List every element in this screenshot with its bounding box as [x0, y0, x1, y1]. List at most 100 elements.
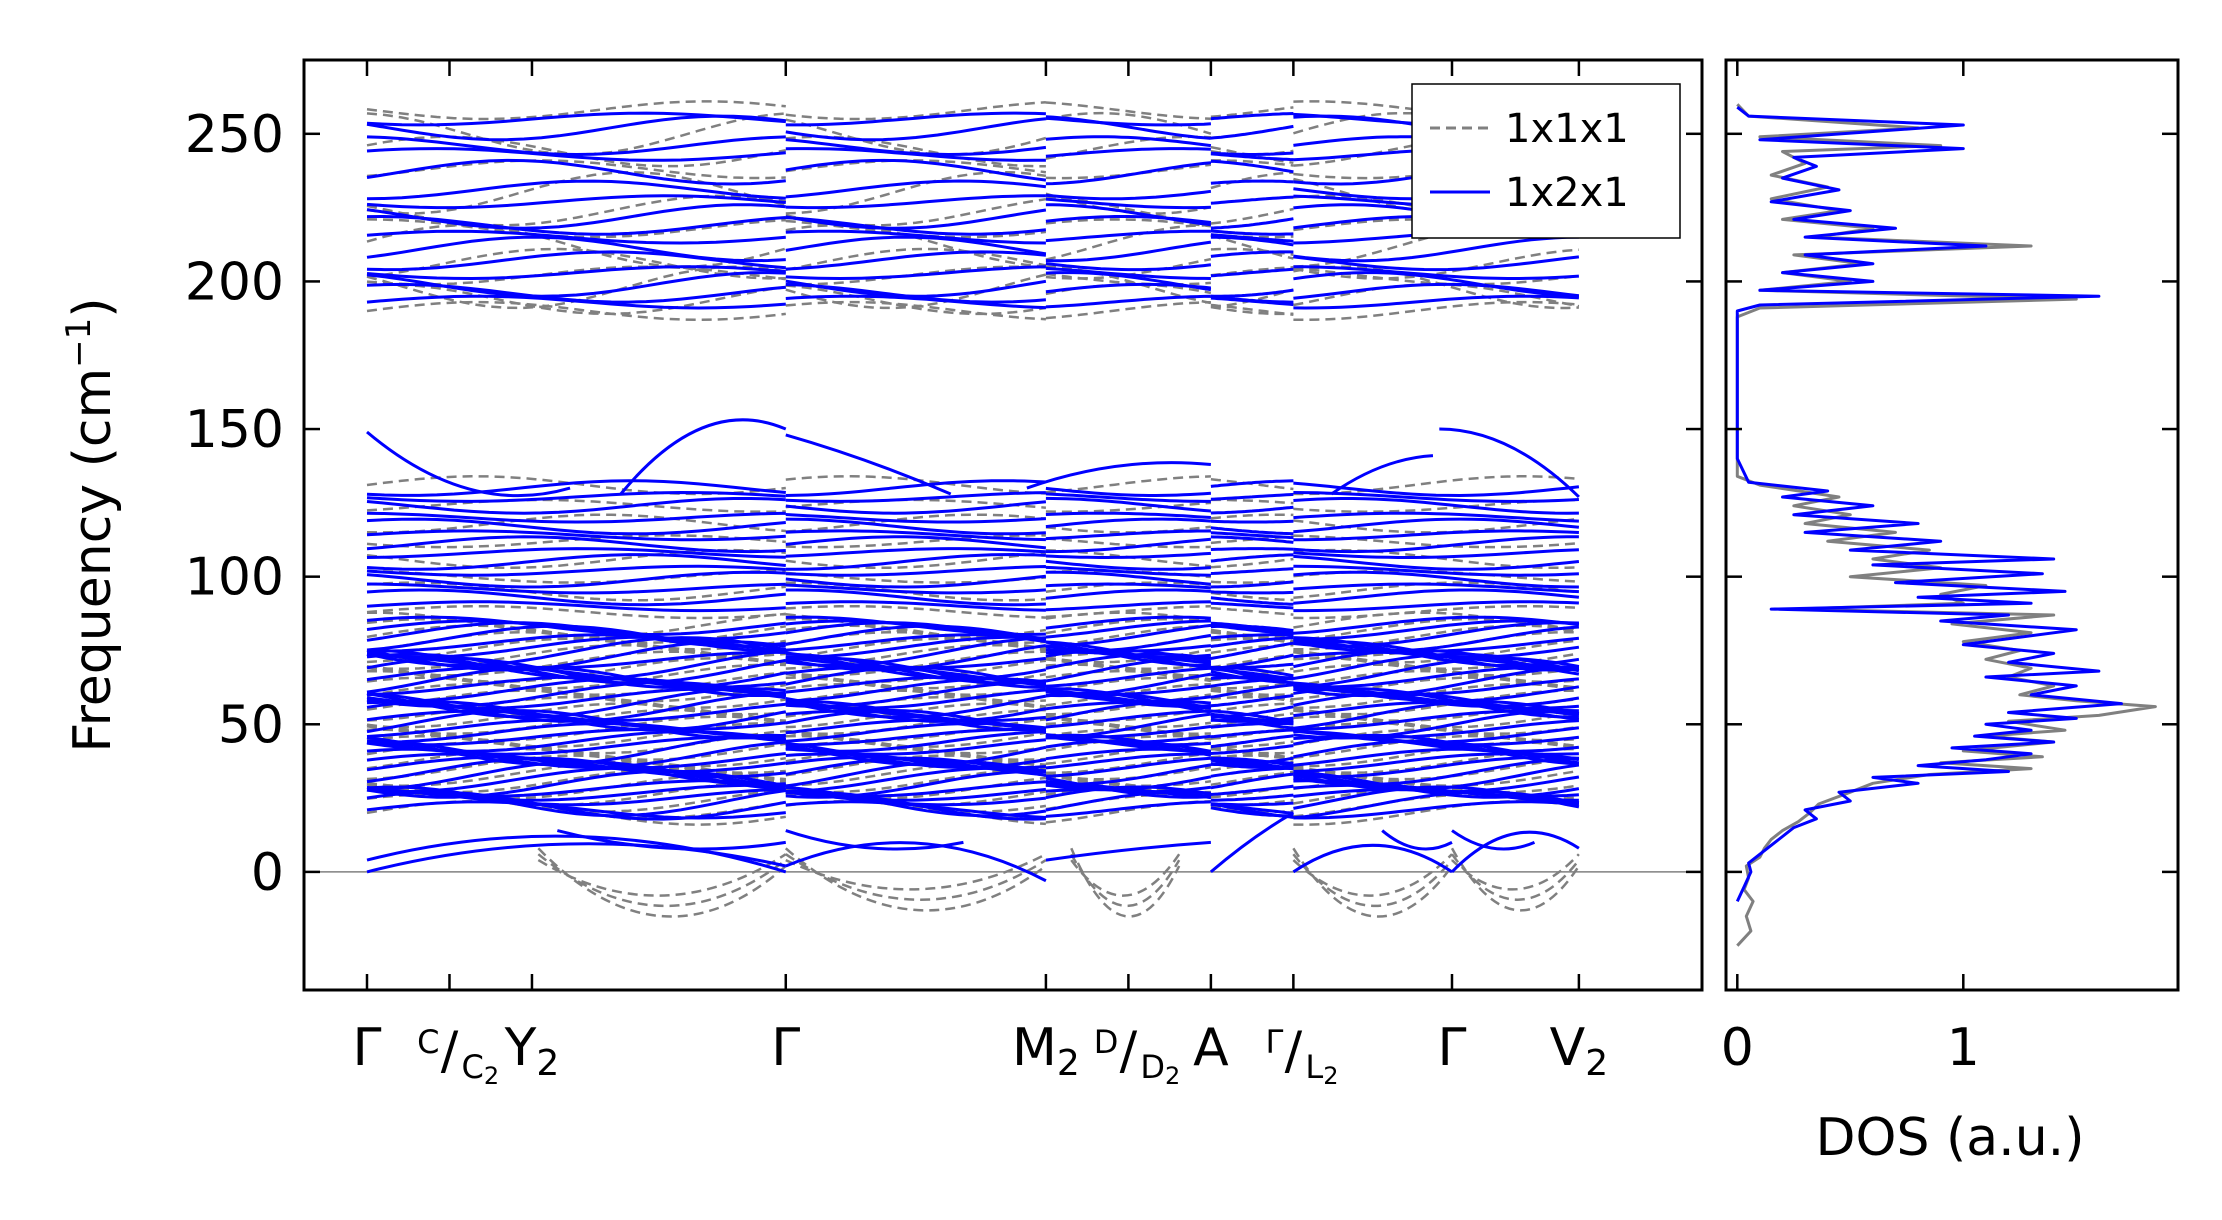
band-1x2x1-acoustic-dip — [1451, 829, 1536, 851]
k-fraction-bottom: L2 — [1305, 1048, 1338, 1090]
y-tick-label: 250 — [185, 105, 284, 165]
k-point-label: Γ — [353, 1018, 382, 1078]
band-1x2x1-mid — [366, 570, 1579, 589]
band-1x1x1-imaginary — [1292, 853, 1453, 897]
dos-x-tick-label: 1 — [1947, 1018, 1980, 1078]
k-point-label: A — [1193, 1018, 1229, 1078]
band-1x2x1-low — [366, 677, 1580, 703]
band-1x2x1-acoustic — [1209, 811, 1295, 874]
band-1x2x1-acoustic — [1450, 830, 1580, 873]
band-1x2x1-acoustic-dip — [1381, 829, 1453, 851]
band-1x1x1-imaginary — [1450, 847, 1580, 912]
k-fraction-bottom: D2 — [1140, 1048, 1180, 1090]
k-fraction-slash: / — [1120, 1021, 1138, 1081]
dos-x-axis-label: DOS (a.u.) — [1816, 1108, 2085, 1168]
band-1x2x1-mid — [366, 582, 1579, 595]
band-1x2x1-acoustic-dip — [785, 829, 964, 851]
y-tick-label: 0 — [251, 843, 284, 903]
main-plot-frame — [302, 58, 1704, 992]
main-y-ticks: 0 50 100 150 200 250 — [185, 105, 1702, 903]
band-1x2x1-upper — [366, 250, 1580, 272]
band-1x1x1-imaginary — [1292, 853, 1453, 908]
band-1x2x1-upper — [366, 214, 1580, 236]
band-1x1x1-mid — [366, 604, 1579, 620]
band-1x2x1-low — [366, 766, 1580, 794]
k-point-label: Γ — [771, 1018, 800, 1078]
dos-x-tick-label: 0 — [1721, 1018, 1754, 1078]
band-1x2x1-top-arc — [1330, 454, 1434, 496]
band-1x2x1-mid — [366, 511, 1579, 524]
y-tick-label: 50 — [218, 695, 284, 755]
band-1x2x1-upper — [366, 158, 1579, 186]
band-1x2x1-upper — [366, 265, 1580, 281]
band-1x2x1-top-arc — [1026, 461, 1212, 490]
band-1x2x1-mid — [366, 479, 1580, 498]
band-1x1x1-imaginary — [785, 853, 1047, 891]
band-1x2x1-low — [366, 635, 1580, 659]
band-1x2x1-mid — [366, 600, 1579, 613]
band-1x2x1-mid — [366, 490, 1579, 503]
band-1x2x1-mid — [366, 547, 1579, 559]
dos-curve-1x1x1 — [1735, 103, 2157, 947]
band-1x2x1-mid — [366, 588, 1580, 607]
legend: 1x1x1 1x2x1 — [1411, 83, 1681, 239]
band-1x2x1-low — [366, 640, 1579, 672]
k-fraction-top: C — [417, 1023, 439, 1061]
band-1x2x1-upper — [366, 229, 1580, 245]
dos-curve-1x2x1 — [1735, 106, 2123, 903]
dos-curves — [1735, 103, 2157, 947]
band-1x1x1-low — [366, 643, 1580, 671]
band-1x1x1-imaginary — [1070, 847, 1181, 918]
y-tick-label: 200 — [185, 252, 284, 312]
band-1x2x1-upper — [366, 135, 1580, 157]
band-1x2x1-top-arc — [366, 430, 571, 498]
band-1x2x1-mid — [366, 564, 1579, 577]
band-1x2x1-low — [366, 722, 1580, 744]
band-1x1x1-imaginary — [1070, 853, 1181, 897]
band-1x2x1-low — [366, 785, 1580, 818]
band-1x2x1-acoustic — [785, 841, 1047, 883]
legend-label-1x1x1: 1x1x1 — [1505, 106, 1629, 152]
band-1x2x1-top-arc — [1439, 427, 1580, 499]
band-1x2x1-top-arc — [619, 418, 787, 495]
band-1x1x1-imaginary — [537, 853, 787, 897]
k-point-label: Γ — [1438, 1018, 1467, 1078]
band-1x2x1-low — [366, 733, 1580, 767]
band-1x1x1-upper — [366, 194, 1579, 227]
band-1x2x1-top-arc — [785, 433, 952, 496]
dos-plot-frame — [1724, 58, 2180, 992]
y-tick-label: 100 — [185, 548, 284, 608]
k-fraction-top: Γ — [1266, 1023, 1284, 1061]
band-1x2x1-acoustic — [366, 834, 787, 874]
band-1x2x1-upper — [366, 111, 1580, 127]
band-1x2x1-acoustic — [1292, 843, 1453, 874]
band-1x2x1-upper — [366, 203, 1579, 230]
band-1x1x1-upper — [366, 100, 1579, 121]
band-1x2x1-mid — [366, 529, 1579, 542]
y-axis-label: Frequency (cm−1) — [59, 297, 123, 752]
k-fraction-slash: / — [441, 1021, 459, 1081]
k-point-label: V2 — [1550, 1018, 1608, 1084]
band-1x2x1-mid — [366, 496, 1579, 515]
band-1x2x1-low — [366, 615, 1580, 637]
band-1x2x1-upper — [366, 114, 1579, 142]
band-1x2x1-upper — [366, 194, 1580, 210]
band-1x2x1-acoustic — [1045, 840, 1211, 862]
band-1x1x1-imaginary — [1451, 853, 1580, 891]
band-1x2x1-low — [366, 687, 1579, 719]
band-1x2x1-low — [366, 730, 1580, 753]
band-1x2x1-mid — [366, 552, 1580, 571]
y-tick-label: 150 — [185, 400, 284, 460]
band-1x2x1-mid — [366, 517, 1580, 536]
k-fraction-top: D — [1094, 1023, 1119, 1061]
band-1x2x1-upper — [366, 179, 1580, 201]
band-1x2x1-acoustic-dip — [556, 829, 786, 851]
band-1x1x1-low — [366, 695, 1580, 722]
band-1x2x1-mid — [366, 535, 1579, 554]
k-fraction-bottom: C2 — [461, 1048, 499, 1090]
legend-label-1x2x1: 1x2x1 — [1505, 170, 1629, 216]
